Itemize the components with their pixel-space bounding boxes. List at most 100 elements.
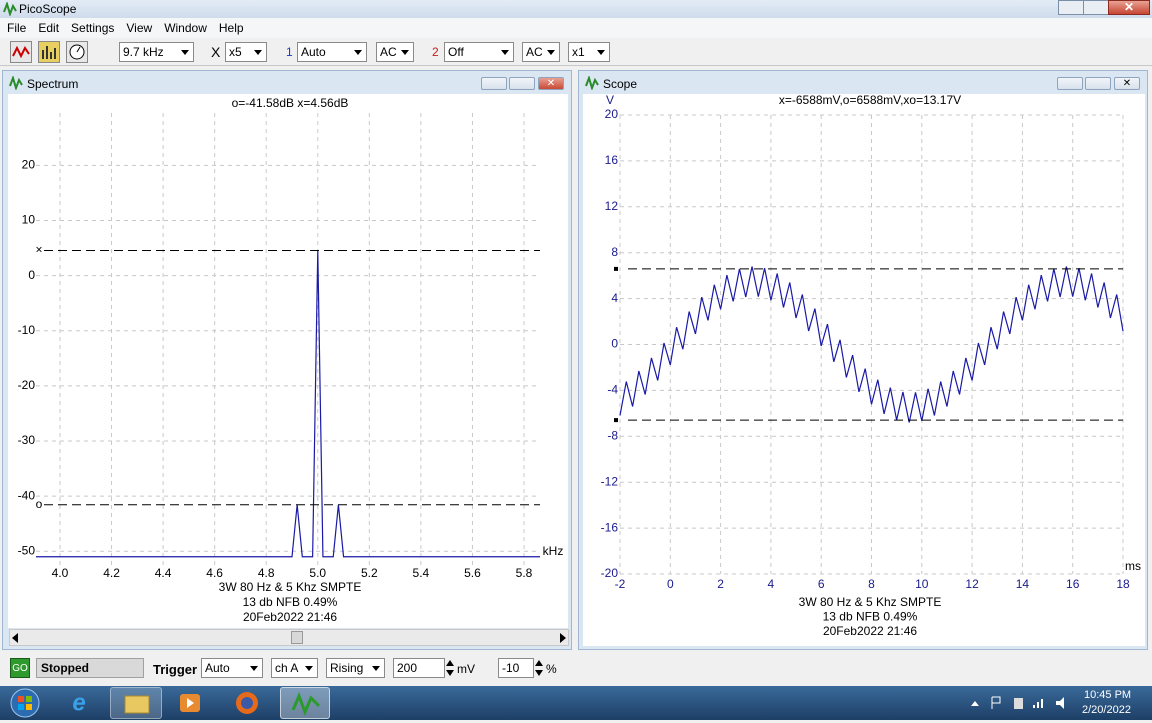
panel-maximize[interactable] (1085, 77, 1111, 90)
x-tick-label: 4.4 (155, 566, 172, 580)
panel-icon (585, 76, 599, 90)
minimize-button[interactable] (1058, 0, 1084, 15)
panel-title: Spectrum (27, 77, 79, 91)
y-tick-label: 8 (611, 245, 618, 259)
cursor-label: o (36, 497, 43, 511)
x-tick-label: 5.2 (361, 566, 378, 580)
panel-maximize[interactable] (509, 77, 535, 90)
menu-item[interactable]: View (126, 21, 153, 35)
clock-time: 10:45 PM (1084, 689, 1132, 701)
level-unit: mV (457, 662, 475, 676)
trigger-edge[interactable]: Rising (326, 658, 385, 678)
panel-close[interactable]: ✕ (1114, 77, 1140, 90)
channel-a-coupling[interactable]: AC (376, 42, 414, 62)
channel-a-range[interactable]: Auto (297, 42, 367, 62)
x-tick-label: 16 (1066, 577, 1080, 591)
spectrum-view-button[interactable] (38, 41, 60, 63)
caption-line: 13 db NFB 0.49% (243, 595, 338, 609)
x-tick-label: 5.0 (309, 566, 326, 580)
meter-view-button[interactable] (66, 41, 88, 63)
scope-view-button[interactable] (10, 41, 32, 63)
trigger-level[interactable]: 200 (393, 658, 445, 678)
trigger-delay[interactable]: -10 (498, 658, 534, 678)
toolbar: 9.7 kHz X x5 1 Auto AC 2 Off AC x1 (0, 38, 1152, 66)
menu-item[interactable]: Settings (71, 21, 115, 35)
go-button[interactable]: GO (10, 658, 30, 678)
x-tick-label: 2 (717, 577, 724, 591)
picoscope-task-button[interactable] (280, 687, 330, 719)
channel-a-label: 1 (286, 45, 293, 59)
scrollbar[interactable] (9, 629, 569, 646)
x-tick-label: 12 (965, 577, 979, 591)
status-bar: GO Stopped Trigger Auto ch A Rising 200 … (0, 654, 1152, 684)
x-tick-label: 5.4 (413, 566, 430, 580)
ie-icon[interactable]: e (64, 690, 94, 716)
channel-b-label: 2 (432, 45, 439, 59)
caption-line: 3W 80 Hz & 5 Khz SMPTE (219, 580, 362, 594)
caption-line: 3W 80 Hz & 5 Khz SMPTE (799, 595, 942, 609)
x-tick-label: 4.6 (206, 566, 223, 580)
channel-b-coupling[interactable]: AC (522, 42, 560, 62)
caption-line: 13 db NFB 0.49% (823, 610, 918, 624)
trigger-channel[interactable]: ch A (271, 658, 318, 678)
x-axis-label: kHz (543, 544, 564, 558)
svg-text:e: e (72, 690, 85, 716)
x-tick-label: 4.8 (258, 566, 275, 580)
title-bar: PicoScope ✕ (0, 0, 1152, 18)
delay-spinner[interactable] (534, 658, 544, 678)
y-tick-label: 0 (611, 337, 618, 351)
y-tick-label: 12 (605, 199, 619, 213)
start-button[interactable] (8, 687, 42, 719)
trigger-label: Trigger (153, 662, 198, 677)
close-button[interactable]: ✕ (1108, 0, 1150, 15)
firefox-icon[interactable] (232, 689, 262, 717)
y-tick-label: -10 (18, 323, 36, 337)
channel-b-range[interactable]: Off (444, 42, 514, 62)
explorer-button[interactable] (110, 687, 162, 719)
menu-item[interactable]: Help (218, 21, 244, 35)
x-tick-label: 4 (768, 577, 775, 591)
y-tick-label: -50 (18, 543, 36, 557)
clock-date: 2/20/2022 (1082, 704, 1131, 716)
menu-item[interactable]: Edit (38, 21, 60, 35)
y-tick-label: -20 (18, 378, 36, 392)
panel-minimize[interactable] (481, 77, 507, 90)
scroll-thumb[interactable] (291, 631, 303, 644)
tray-icons[interactable] (968, 694, 1078, 712)
y-tick-label: 20 (605, 107, 619, 121)
panel-minimize[interactable] (1057, 77, 1083, 90)
y-axis-label: V (606, 94, 614, 107)
trigger-mode[interactable]: Auto (201, 658, 263, 678)
y-tick-label: -20 (601, 566, 619, 580)
x-tick-label: 4.2 (103, 566, 120, 580)
menu-item[interactable]: Window (164, 21, 207, 35)
scroll-left[interactable] (12, 633, 18, 643)
x-tick-label: 5.8 (516, 566, 533, 580)
scroll-right[interactable] (560, 633, 566, 643)
y-tick-label: -40 (18, 488, 36, 502)
level-spinner[interactable] (445, 658, 455, 678)
y-tick-label: 10 (22, 213, 36, 227)
y-tick-label: 20 (22, 158, 36, 172)
restore-button[interactable] (1083, 0, 1109, 15)
panel-icon (9, 76, 23, 90)
channel-b-probe[interactable]: x1 (568, 42, 610, 62)
app-icon (3, 2, 17, 16)
zoom-select[interactable]: x5 (225, 42, 267, 62)
x-tick-label: 10 (915, 577, 929, 591)
trace (619, 266, 1124, 423)
panel-close[interactable]: ✕ (538, 77, 564, 90)
y-tick-label: -12 (601, 474, 619, 488)
menu-bar: File Edit Settings View Window Help (0, 18, 1152, 38)
x-tick-label: 14 (1016, 577, 1030, 591)
x-tick-label: 4.0 (52, 566, 69, 580)
menu-item[interactable]: File (7, 21, 27, 35)
y-tick-label: 16 (605, 153, 619, 167)
window-title: PicoScope (19, 2, 77, 16)
delay-unit: % (546, 662, 557, 676)
media-icon[interactable] (176, 690, 204, 716)
timebase-select[interactable]: 9.7 kHz (119, 42, 194, 62)
y-tick-label: 4 (611, 291, 618, 305)
